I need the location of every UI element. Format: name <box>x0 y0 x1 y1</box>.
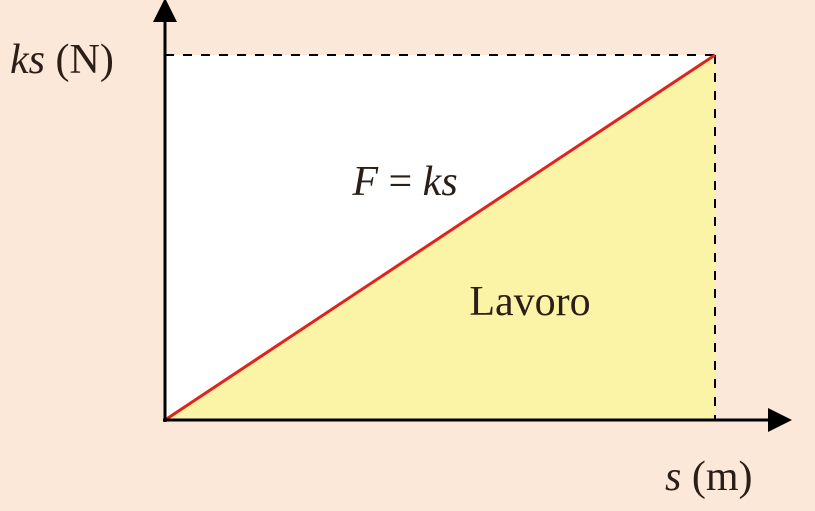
line-equation-label: F = ks <box>351 159 457 205</box>
x-axis-label: s (m) <box>665 454 753 500</box>
y-axis-label: ks (N) <box>10 37 114 83</box>
physics-work-chart: ks (N) s (m) F = ks Lavoro <box>0 0 815 511</box>
area-label: Lavoro <box>469 279 590 325</box>
chart-container: ks (N) s (m) F = ks Lavoro <box>0 0 815 511</box>
